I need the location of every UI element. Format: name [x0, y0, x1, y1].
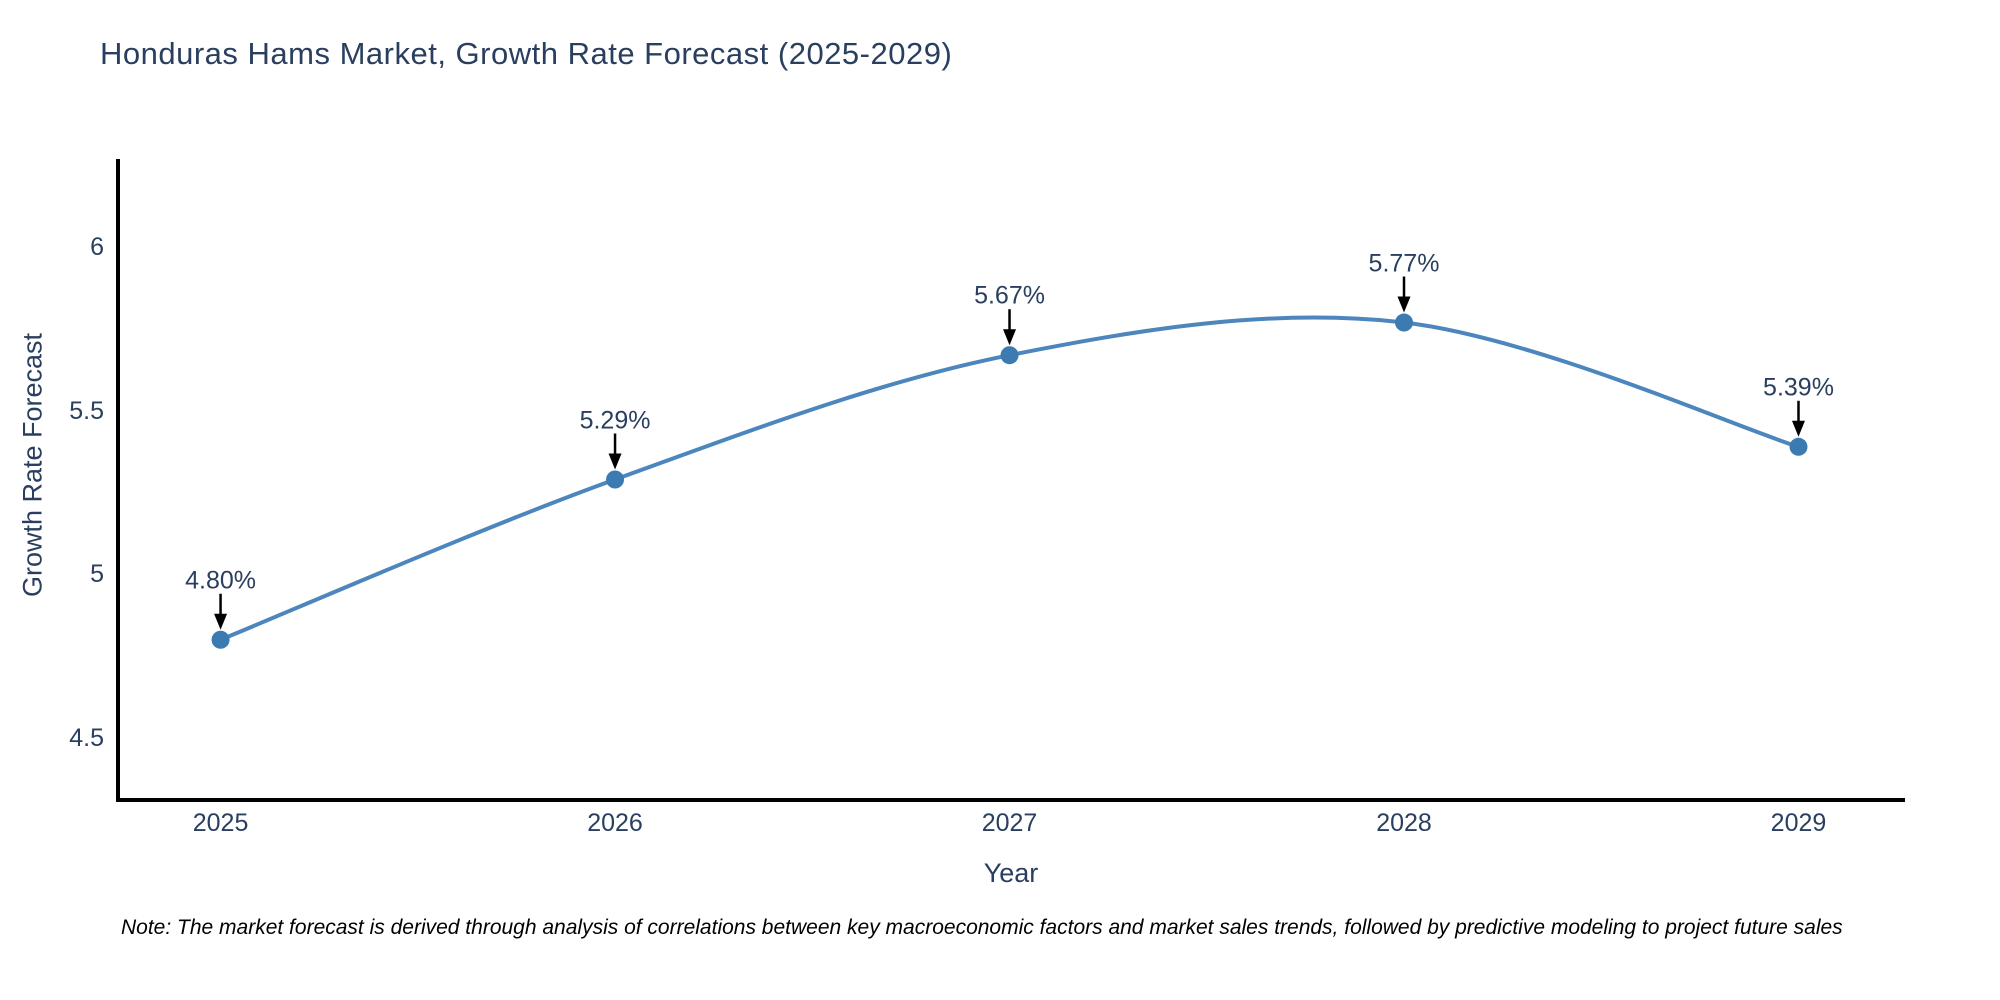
chart-title: Honduras Hams Market, Growth Rate Foreca…: [100, 36, 953, 71]
x-tick-label-2027: 2027: [981, 809, 1038, 837]
y-tick-label-6: 6: [90, 233, 104, 262]
footnote-text: Note: The market forecast is derived thr…: [121, 916, 1843, 939]
data-point-value-label-2025: 4.80%: [185, 566, 257, 595]
x-tick-label-2025: 2025: [192, 809, 249, 837]
annotation-arrowhead-icon: [608, 453, 622, 470]
x-tick-label-2026: 2026: [587, 809, 643, 837]
x-tick-label-2028: 2028: [1376, 809, 1432, 837]
y-tick-label-4.5: 4.5: [69, 723, 104, 752]
y-tick-label-5.5: 5.5: [69, 396, 104, 425]
annotation-arrowhead-icon: [214, 613, 228, 630]
data-point-marker-2025: [211, 630, 230, 649]
x-axis-title: Year: [983, 858, 1039, 888]
data-point-value-label-2029: 5.39%: [1763, 373, 1834, 402]
annotation-arrowhead-icon: [1003, 329, 1017, 346]
annotation-arrowhead-icon: [1397, 296, 1411, 313]
data-point-marker-2028: [1395, 313, 1414, 332]
data-point-value-label-2027: 5.67%: [974, 281, 1045, 310]
data-point-marker-2026: [606, 470, 625, 489]
data-point-marker-2029: [1789, 437, 1808, 456]
x-tick-label-2029: 2029: [1770, 809, 1827, 837]
y-tick-label-5: 5: [90, 560, 104, 589]
data-point-marker-2027: [1000, 346, 1019, 365]
forecast-line: [218, 315, 1801, 642]
annotation-arrowhead-icon: [1791, 420, 1805, 437]
data-point-value-label-2028: 5.77%: [1368, 249, 1440, 278]
data-point-value-label-2026: 5.29%: [579, 406, 651, 434]
